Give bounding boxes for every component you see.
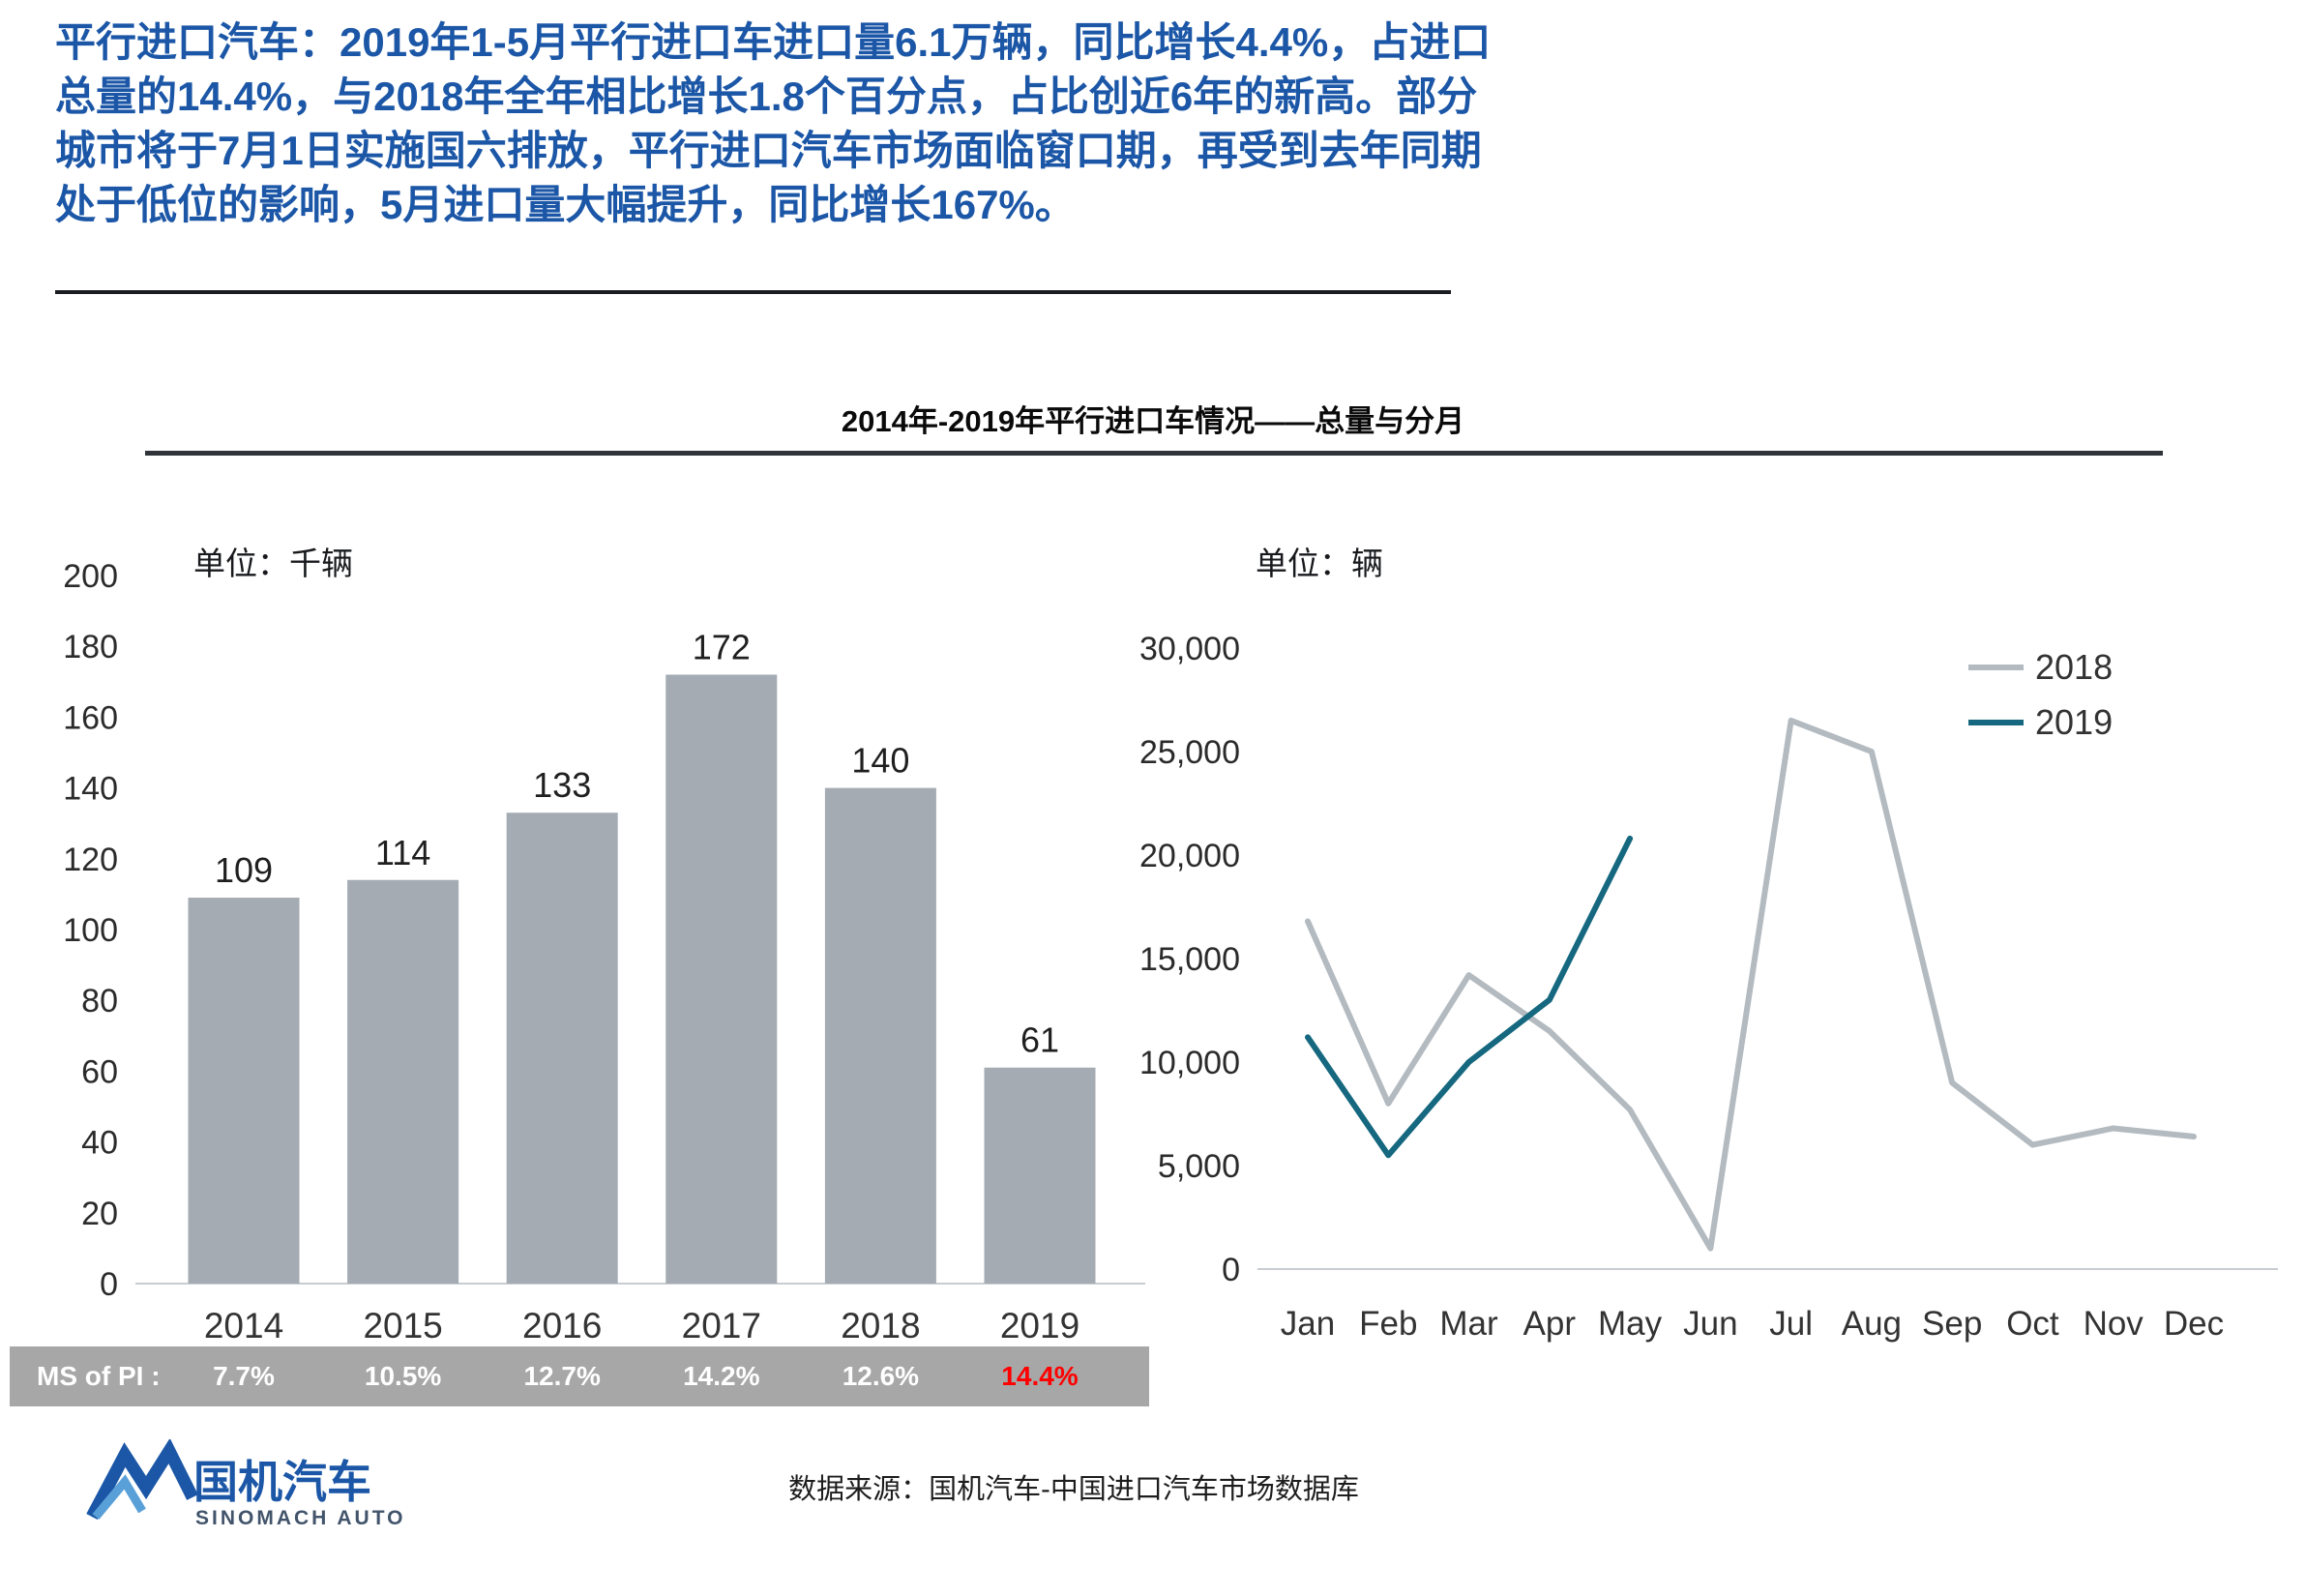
svg-text:30,000: 30,000 bbox=[1139, 631, 1240, 667]
sinomach-logo-icon bbox=[86, 1439, 198, 1521]
svg-text:Oct: Oct bbox=[2006, 1305, 2059, 1343]
svg-text:20: 20 bbox=[81, 1196, 118, 1232]
svg-text:120: 120 bbox=[63, 842, 118, 878]
svg-text:Jul: Jul bbox=[1769, 1305, 1813, 1343]
svg-text:0: 0 bbox=[1222, 1252, 1240, 1288]
svg-text:2019: 2019 bbox=[1000, 1306, 1079, 1345]
ms-of-pi-band: MS of PI : 7.7% 10.5% 12.7% 14.2% 12.6% 14.4% bbox=[10, 1346, 1149, 1406]
svg-text:2016: 2016 bbox=[522, 1306, 602, 1345]
ms-of-pi-value: 7.7% bbox=[213, 1361, 275, 1391]
svg-text:114: 114 bbox=[375, 833, 430, 872]
headline-text: 平行进口汽车：2019年1-5月平行进口车进口量6.1万辆，同比增长4.4%，占… bbox=[55, 19, 1492, 227]
svg-text:2015: 2015 bbox=[363, 1306, 442, 1345]
svg-text:200: 200 bbox=[63, 558, 118, 595]
data-source-text: 数据来源：国机汽车-中国进口汽车市场数据库 bbox=[788, 1474, 1359, 1505]
svg-text:109: 109 bbox=[215, 850, 273, 890]
svg-text:80: 80 bbox=[81, 983, 118, 1020]
svg-text:May: May bbox=[1598, 1305, 1663, 1343]
svg-text:Jun: Jun bbox=[1683, 1305, 1737, 1343]
svg-text:Aug: Aug bbox=[1842, 1305, 1902, 1343]
svg-text:Nov: Nov bbox=[2084, 1305, 2144, 1343]
svg-text:Feb: Feb bbox=[1359, 1305, 1417, 1343]
svg-text:Sep: Sep bbox=[1922, 1305, 1982, 1343]
ms-of-pi-value: 14.2% bbox=[683, 1361, 760, 1391]
svg-text:0: 0 bbox=[100, 1266, 118, 1303]
svg-text:20,000: 20,000 bbox=[1139, 838, 1240, 874]
svg-text:Dec: Dec bbox=[2164, 1305, 2224, 1343]
svg-text:61: 61 bbox=[1020, 1020, 1059, 1060]
bar-chart-unit-label: 单位：千辆 bbox=[193, 546, 353, 581]
svg-text:2019: 2019 bbox=[2035, 702, 2113, 742]
ms-of-pi-label: MS of PI : bbox=[37, 1361, 161, 1391]
ms-of-pi-value: 12.7% bbox=[523, 1361, 601, 1391]
logo-company-subtitle: SINOMACH AUTO bbox=[195, 1507, 406, 1529]
svg-text:133: 133 bbox=[533, 765, 591, 805]
svg-text:2014: 2014 bbox=[204, 1306, 283, 1345]
ms-of-pi-value: 12.6% bbox=[842, 1361, 920, 1391]
ms-of-pi-value: 10.5% bbox=[364, 1361, 442, 1391]
svg-text:2018: 2018 bbox=[2035, 647, 2113, 687]
svg-text:172: 172 bbox=[693, 627, 751, 666]
svg-text:15,000: 15,000 bbox=[1139, 941, 1240, 978]
svg-text:5,000: 5,000 bbox=[1158, 1148, 1240, 1185]
svg-text:40: 40 bbox=[81, 1125, 118, 1162]
svg-text:Mar: Mar bbox=[1439, 1305, 1498, 1343]
svg-text:Apr: Apr bbox=[1523, 1305, 1577, 1343]
section-title-divider bbox=[145, 451, 2163, 456]
svg-text:2017: 2017 bbox=[682, 1306, 761, 1345]
svg-text:2018: 2018 bbox=[841, 1306, 920, 1345]
svg-text:60: 60 bbox=[81, 1053, 118, 1090]
line-chart: 0 5,000 10,000 15,000 20,000 25,000 30,000 Jan F… bbox=[1139, 631, 2278, 1343]
headline-divider bbox=[55, 290, 1451, 294]
svg-text:25,000: 25,000 bbox=[1139, 734, 1240, 771]
bar-chart: 0 20 40 60 80 100 120 140 160 180 200 109 2014 114 201… bbox=[63, 558, 1145, 1345]
svg-text:140: 140 bbox=[63, 771, 118, 808]
ms-of-pi-value: 14.4% bbox=[1001, 1361, 1079, 1391]
svg-text:10,000: 10,000 bbox=[1139, 1045, 1240, 1081]
svg-text:100: 100 bbox=[63, 912, 118, 949]
chart-section-title: 2014年-2019年平行进口车情况——总量与分月 bbox=[841, 404, 1465, 438]
svg-text:160: 160 bbox=[63, 699, 118, 736]
svg-text:140: 140 bbox=[851, 741, 909, 781]
logo-company-name: 国机汽车 bbox=[193, 1457, 371, 1507]
svg-text:180: 180 bbox=[63, 629, 118, 665]
line-chart-unit-label: 单位：辆 bbox=[1256, 546, 1383, 581]
svg-text:Jan: Jan bbox=[1281, 1305, 1335, 1343]
